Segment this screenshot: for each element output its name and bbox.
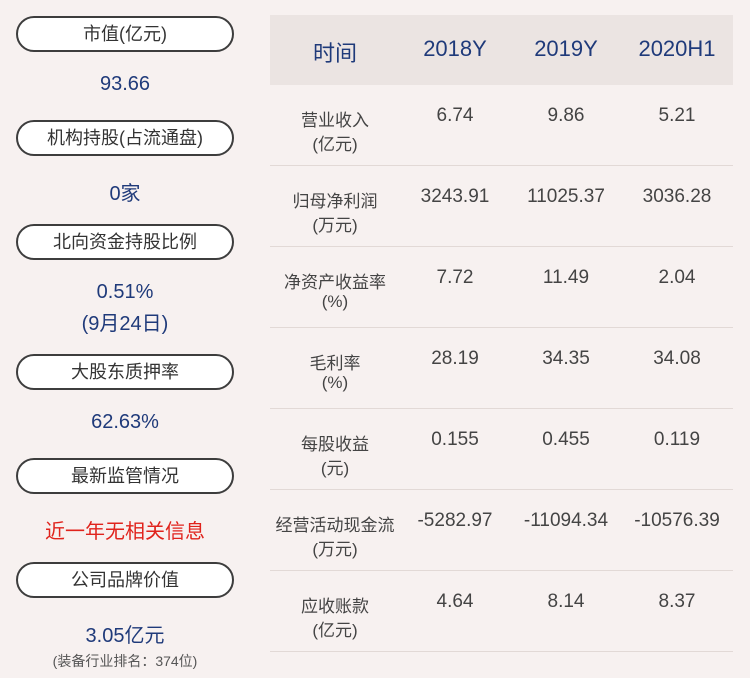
row-label: 应收账款 — [301, 597, 369, 616]
row-unit: (万元) — [312, 216, 358, 235]
row-unit: (%) — [321, 373, 349, 392]
table-cell: 34.08 — [653, 348, 701, 369]
table-cell: 8.37 — [658, 591, 696, 612]
table-cell: -5282.97 — [417, 510, 493, 531]
table-cell: 8.14 — [547, 591, 585, 612]
row-divider — [270, 246, 733, 247]
row-divider — [270, 408, 733, 409]
table-cell: 4.64 — [436, 591, 474, 612]
metric-value: 0.51% — [96, 281, 154, 303]
table-cell: 9.86 — [547, 105, 585, 126]
row-label: 营业收入 — [301, 111, 369, 130]
metric-value: 近一年无相关信息 — [45, 521, 205, 543]
row-label: 经营活动现金流 — [275, 516, 395, 535]
metric-value: 3.05亿元 — [85, 625, 165, 647]
row-unit: (亿元) — [312, 135, 358, 154]
row-divider — [270, 651, 733, 652]
row-divider — [270, 570, 733, 571]
table-cell: 0.455 — [542, 429, 590, 450]
table-cell: 0.119 — [653, 429, 701, 450]
row-label: 每股收益 — [301, 435, 369, 454]
table-cell: 0.155 — [431, 429, 479, 450]
metric-note: (9月24日) — [81, 313, 169, 335]
row-divider — [270, 165, 733, 166]
table-cell: 11025.37 — [527, 186, 605, 207]
row-unit: (%) — [321, 292, 349, 311]
metric-label: 机构持股(占流通盘) — [16, 120, 234, 156]
row-label: 归母净利润 — [292, 192, 378, 211]
metric-label: 北向资金持股比例 — [16, 224, 234, 260]
column-header: 2020H1 — [638, 36, 716, 61]
column-header: 2018Y — [423, 36, 487, 61]
metric-label: 最新监管情况 — [16, 458, 234, 494]
table-cell: 7.72 — [436, 267, 474, 288]
table-header — [270, 15, 733, 85]
table-cell: 2.04 — [658, 267, 696, 288]
row-label: 毛利率 — [309, 354, 361, 373]
table-cell: 11.49 — [542, 267, 590, 288]
table-cell: 3036.28 — [642, 186, 712, 207]
metric-label: 市值(亿元) — [16, 16, 234, 52]
row-unit: (元) — [320, 459, 350, 478]
table-cell: 3243.91 — [420, 186, 490, 207]
metric-label: 大股东质押率 — [16, 354, 234, 390]
metric-value: 0家 — [109, 183, 141, 205]
row-divider — [270, 327, 733, 328]
table-cell: 6.74 — [436, 105, 474, 126]
column-header: 2019Y — [534, 36, 598, 61]
table-cell: 5.21 — [658, 105, 696, 126]
metric-note: (装备行业排名：374位) — [52, 653, 198, 669]
table-cell: -11094.34 — [523, 510, 609, 531]
table-cell: 34.35 — [542, 348, 590, 369]
metric-value: 62.63% — [91, 411, 159, 433]
table-cell: -10576.39 — [634, 510, 720, 531]
row-label: 净资产收益率 — [284, 273, 386, 292]
table-cell: 28.19 — [431, 348, 479, 369]
column-header: 时间 — [312, 41, 357, 66]
metric-label: 公司品牌价值 — [16, 562, 234, 598]
row-unit: (万元) — [312, 540, 358, 559]
row-divider — [270, 489, 733, 490]
metric-value: 93.66 — [99, 73, 151, 95]
row-unit: (亿元) — [312, 621, 358, 640]
